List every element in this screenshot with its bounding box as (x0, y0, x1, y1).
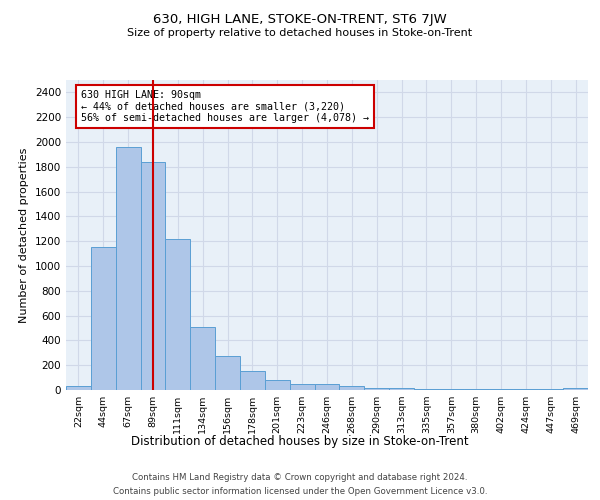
Text: Contains HM Land Registry data © Crown copyright and database right 2024.: Contains HM Land Registry data © Crown c… (132, 472, 468, 482)
Text: Size of property relative to detached houses in Stoke-on-Trent: Size of property relative to detached ho… (127, 28, 473, 38)
Bar (240, 371, 265, 390)
Bar (116, 147, 140, 390)
Bar (290, 384, 314, 390)
Bar (265, 380, 290, 390)
Bar (190, 327, 215, 390)
Text: Distribution of detached houses by size in Stoke-on-Trent: Distribution of detached houses by size … (131, 435, 469, 448)
Text: 630, HIGH LANE, STOKE-ON-TRENT, ST6 7JW: 630, HIGH LANE, STOKE-ON-TRENT, ST6 7JW (153, 12, 447, 26)
Text: Contains public sector information licensed under the Open Government Licence v3: Contains public sector information licen… (113, 488, 487, 496)
Text: 630 HIGH LANE: 90sqm
← 44% of detached houses are smaller (3,220)
56% of semi-de: 630 HIGH LANE: 90sqm ← 44% of detached h… (81, 90, 369, 123)
Bar (563, 388, 588, 390)
Bar (215, 356, 240, 390)
Bar (340, 386, 364, 390)
Bar (314, 384, 340, 390)
Bar (66, 386, 91, 390)
Bar (166, 238, 190, 390)
Bar (414, 389, 439, 390)
Bar (91, 248, 116, 390)
Bar (389, 388, 414, 390)
Bar (364, 388, 389, 390)
Bar (140, 162, 166, 390)
Y-axis label: Number of detached properties: Number of detached properties (19, 148, 29, 322)
